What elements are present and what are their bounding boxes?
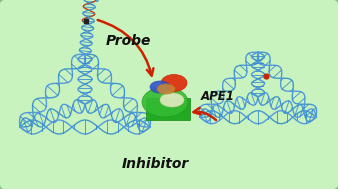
Text: Inhibitor: Inhibitor bbox=[121, 157, 189, 171]
Ellipse shape bbox=[150, 81, 170, 93]
Ellipse shape bbox=[161, 74, 187, 91]
Text: APE1: APE1 bbox=[201, 90, 235, 102]
FancyArrow shape bbox=[146, 98, 190, 120]
Ellipse shape bbox=[160, 93, 184, 107]
Ellipse shape bbox=[157, 84, 175, 94]
Text: Probe: Probe bbox=[105, 34, 151, 48]
Ellipse shape bbox=[142, 87, 188, 117]
